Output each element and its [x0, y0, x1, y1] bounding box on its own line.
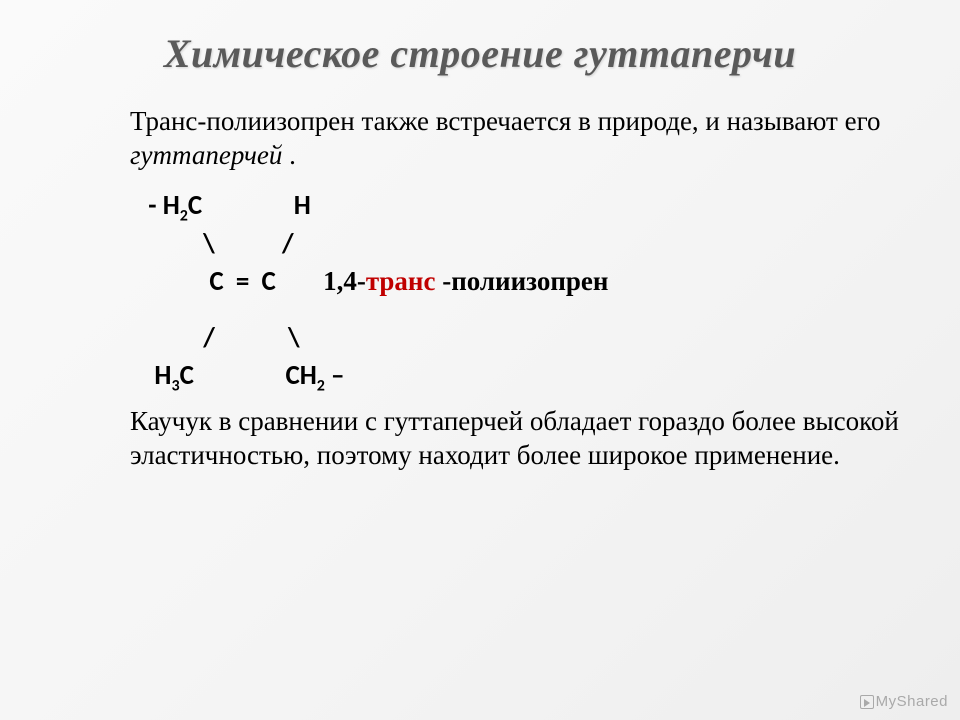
intro-paragraph: Транс-полиизопрен также встречается в пр… — [130, 105, 900, 173]
formula-line-5: H3C CH2 – — [130, 357, 910, 397]
play-icon — [860, 695, 874, 709]
intro-text-1: Транс-полиизопрен также встречается в пр… — [130, 106, 881, 136]
conclusion-paragraph: Каучук в сравнении с гуттаперчей обладае… — [130, 405, 900, 473]
formula-h: H — [294, 189, 311, 222]
intro-italic: гуттаперчей — [130, 140, 282, 170]
formula-ch2: CH2 – — [285, 359, 344, 392]
formula-line-2: \ / — [130, 226, 910, 262]
watermark: MyShared — [860, 693, 948, 710]
slide-container: Химическое строение гуттаперчи Транс-пол… — [0, 0, 960, 720]
formula-line-1: - H2C H — [130, 187, 910, 227]
label-trans: транс — [366, 266, 442, 296]
slide-title: Химическое строение гуттаперчи — [50, 30, 910, 77]
intro-text-3: . — [282, 140, 296, 170]
formula-line-3: C = C 1,4-транс -полиизопрен — [130, 263, 910, 300]
formula-h3c: H3C — [154, 359, 193, 392]
watermark-my: My — [876, 693, 897, 710]
formula-cc: C = C — [130, 265, 276, 298]
watermark-shared: Shared — [897, 693, 948, 710]
formula-h2c: H2C — [163, 189, 202, 222]
label-14: 1,4- — [323, 266, 366, 296]
formula-line-4: / \ — [130, 320, 910, 356]
label-poly: -полиизопрен — [442, 266, 608, 296]
